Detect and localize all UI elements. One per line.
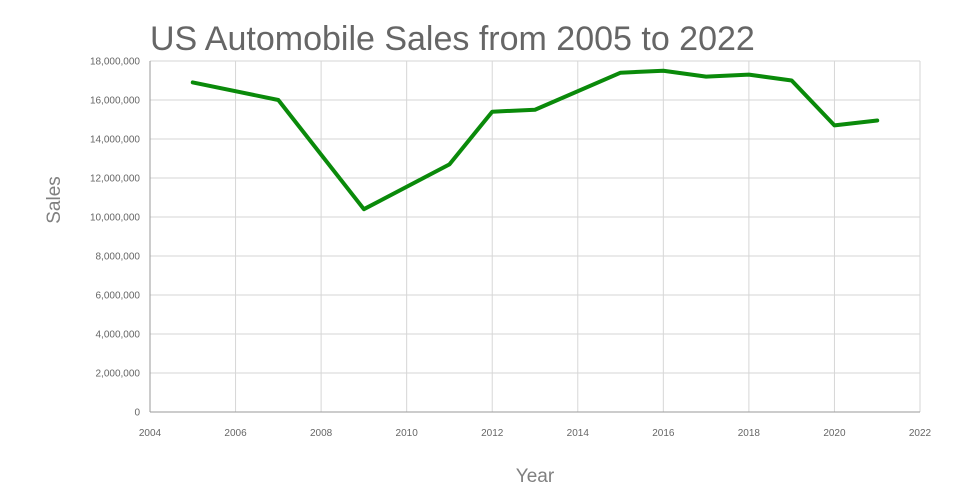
chart-title: US Automobile Sales from 2005 to 2022 — [150, 20, 755, 58]
x-tick-label: 2018 — [738, 428, 761, 439]
y-tick-label: 16,000,000 — [90, 96, 140, 107]
y-tick-label: 10,000,000 — [90, 213, 140, 224]
x-axis-title: Year — [516, 466, 555, 487]
axis-layer: 0 2,000,000 4,000,000 6,000,000 8,000,000 10,… — [90, 57, 932, 440]
x-tick-label: 2010 — [396, 428, 419, 439]
x-tick-label: 2016 — [652, 428, 675, 439]
x-tick-label: 2014 — [567, 428, 590, 439]
x-tick-label: 2006 — [224, 428, 247, 439]
x-tick-label: 2012 — [481, 428, 504, 439]
grid-layer — [150, 60, 921, 412]
series-line — [190, 68, 880, 212]
x-tick-label: 2022 — [909, 428, 932, 439]
y-tick-label: 14,000,000 — [90, 135, 140, 146]
y-tick-label: 18,000,000 — [90, 57, 140, 68]
series-layer — [190, 68, 880, 212]
x-tick-label: 2004 — [139, 428, 162, 439]
y-axis-title: Sales — [44, 176, 65, 224]
y-tick-label: 6,000,000 — [96, 291, 141, 302]
y-tick-label: 2,000,000 — [96, 369, 141, 380]
y-tick-label: 4,000,000 — [96, 330, 141, 341]
y-tick-label: 0 — [134, 408, 140, 419]
y-tick-label: 12,000,000 — [90, 174, 140, 185]
y-tick-label: 8,000,000 — [96, 252, 141, 263]
x-tick-label: 2020 — [823, 428, 846, 439]
x-tick-label: 2008 — [310, 428, 333, 439]
